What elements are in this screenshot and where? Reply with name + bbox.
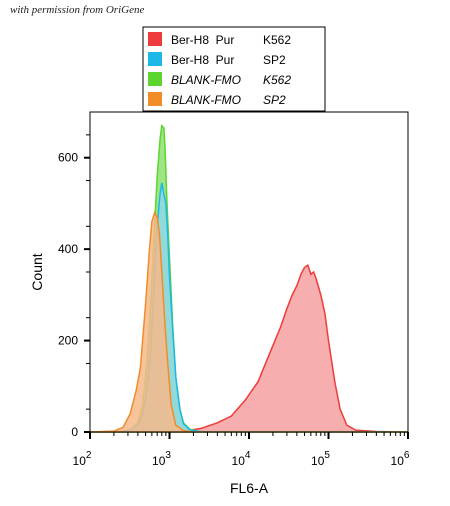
legend-box (142, 26, 326, 112)
legend-entry-label: BLANK-FMO (171, 93, 241, 107)
x-tick-label: 106 (391, 450, 410, 468)
legend: Ber-H8 Pur K562 Ber-H8 Pur SP2 BLANK-FMO K562… (142, 26, 326, 112)
y-axis-label: Count (29, 253, 45, 290)
legend-entry-sample: SP2 (263, 93, 286, 107)
legend-entry-sample: SP2 (263, 53, 286, 67)
series-area-1 (89, 263, 409, 433)
x-tick-label: 102 (73, 450, 92, 468)
plot-areas (89, 124, 409, 433)
x-tick-label: 103 (152, 450, 171, 468)
legend-entry-label: Ber-H8 Pur (171, 53, 234, 67)
credit-text: with permission from OriGene (10, 4, 145, 16)
legend-swatch (148, 92, 162, 106)
y-tick-label: 400 (58, 242, 78, 256)
legend-entry-sample: K562 (263, 73, 291, 87)
legend-entry-sample: K562 (263, 33, 291, 47)
legend-swatch (148, 52, 162, 66)
y-tick-label: 0 (71, 425, 78, 439)
x-tick-label: 104 (232, 450, 251, 468)
x-tick-label: 105 (311, 450, 330, 468)
y-tick-label: 600 (58, 151, 78, 165)
legend-entry-label: Ber-H8 Pur (171, 33, 234, 47)
series-area-4 (89, 210, 408, 433)
legend-entry-label: BLANK-FMO (171, 73, 241, 87)
legend-swatch (148, 32, 162, 46)
legend-swatch (148, 72, 162, 86)
axes: 0 200 400 600 102 103 104 105 106 (58, 111, 410, 468)
x-axis-label: FL6-A (230, 480, 269, 496)
y-tick-label: 200 (58, 334, 78, 348)
